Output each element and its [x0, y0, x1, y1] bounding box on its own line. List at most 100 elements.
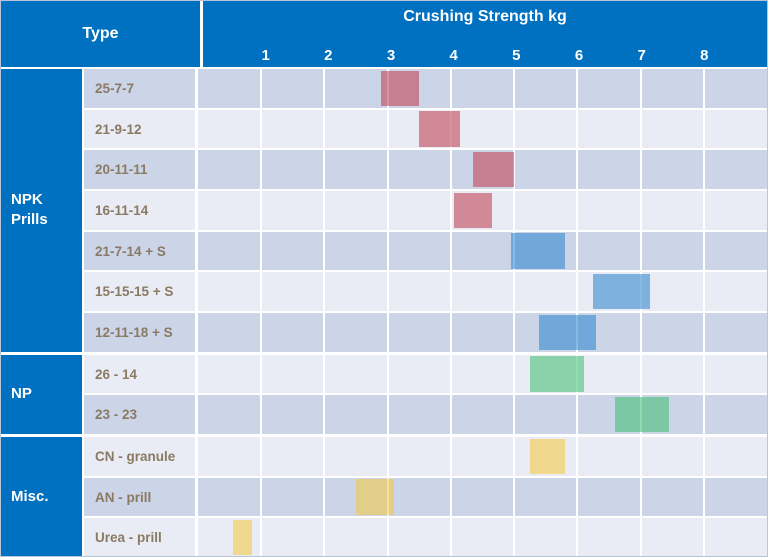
gridline: [513, 191, 516, 230]
group-label: NP: [1, 354, 84, 434]
group-label: NPK Prills: [1, 69, 84, 352]
table-row: 21-7-14 + S: [84, 229, 767, 271]
gridline: [639, 191, 642, 230]
row-label: 21-9-12: [84, 109, 198, 149]
range-bar: [232, 519, 252, 556]
gridline: [702, 437, 705, 476]
gridline: [576, 395, 579, 435]
gridline: [449, 437, 452, 476]
chart-cell: [198, 69, 767, 108]
gridline: [576, 272, 579, 312]
table-row: CN - granule: [84, 437, 767, 476]
chart-cell: [198, 272, 767, 312]
row-label: Urea - prill: [84, 518, 198, 556]
chart-cell: [198, 231, 767, 271]
chart-cell: [198, 437, 767, 476]
x-axis-tick-label: 8: [700, 47, 709, 64]
gridline: [449, 231, 452, 271]
gridline: [702, 518, 705, 556]
gridline: [576, 109, 579, 149]
gridline: [702, 231, 705, 271]
gridline: [449, 518, 452, 556]
gridline: [513, 313, 516, 352]
gridline: [639, 437, 642, 476]
table-row: 21-9-12: [84, 107, 767, 149]
gridline: [513, 272, 516, 312]
gridline: [386, 150, 389, 190]
row-label: 25-7-7: [84, 69, 198, 108]
gridline: [323, 313, 326, 352]
gridline: [323, 395, 326, 435]
gridline: [576, 69, 579, 108]
x-axis-tick-label: 1: [261, 47, 270, 64]
gridline: [513, 477, 516, 517]
gridline: [513, 437, 516, 476]
gridline: [323, 437, 326, 476]
range-bar: [593, 273, 651, 310]
gridline: [513, 395, 516, 435]
row-label: 20-11-11: [84, 150, 198, 190]
x-axis-tick-label: 4: [449, 47, 458, 64]
gridline: [702, 191, 705, 230]
gridline: [323, 109, 326, 149]
gridline: [386, 109, 389, 149]
gridline: [323, 477, 326, 517]
gridline: [702, 395, 705, 435]
gridline: [323, 354, 326, 394]
gridline: [576, 518, 579, 556]
table-row: Urea - prill: [84, 516, 767, 556]
gridline: [260, 313, 263, 352]
gridline: [323, 69, 326, 108]
row-label: AN - prill: [84, 477, 198, 517]
range-bar: [539, 314, 597, 351]
gridline: [513, 518, 516, 556]
chart-cell: [198, 518, 767, 556]
gridline: [639, 518, 642, 556]
gridline: [386, 272, 389, 312]
table-row: 15-15-15 + S: [84, 270, 767, 312]
row-label: 26 - 14: [84, 354, 198, 394]
gridline: [449, 191, 452, 230]
gridline: [449, 150, 452, 190]
gridline: [513, 109, 516, 149]
chart-cell: [198, 477, 767, 517]
gridline: [639, 477, 642, 517]
gridline: [260, 109, 263, 149]
chart-cell: [198, 150, 767, 190]
chart-header: Crushing Strength kg 1 2 3 4 5 6 7 8: [203, 1, 767, 67]
gridline: [702, 354, 705, 394]
gridline: [260, 272, 263, 312]
gridline: [576, 477, 579, 517]
gridline: [386, 395, 389, 435]
table-row: 26 - 14: [84, 354, 767, 394]
gridline: [449, 313, 452, 352]
gridline: [639, 69, 642, 108]
chart-body: NPK Prills 25-7-7 21-9-12 20-11-11 16-11-14 2…: [1, 69, 767, 556]
range-bar: [510, 233, 565, 269]
gridline: [260, 518, 263, 556]
gridline: [323, 272, 326, 312]
group-section: Misc. CN - granule AN - prill Urea - prill: [1, 434, 767, 556]
chart-cell: [198, 395, 767, 435]
gridline: [260, 477, 263, 517]
gridline: [449, 354, 452, 394]
gridline: [576, 437, 579, 476]
gridline: [449, 477, 452, 517]
gridline: [323, 191, 326, 230]
gridline: [386, 313, 389, 352]
group-rows: 26 - 14 23 - 23: [84, 354, 767, 435]
gridline: [576, 191, 579, 230]
gridline: [386, 354, 389, 394]
gridline: [260, 191, 263, 230]
gridline: [702, 109, 705, 149]
row-label: 15-15-15 + S: [84, 272, 198, 312]
row-label: 21-7-14 + S: [84, 231, 198, 271]
x-axis-tick-label: 3: [386, 47, 396, 64]
group-label: Misc.: [1, 437, 84, 556]
x-axis-tick-label: 2: [324, 47, 333, 64]
gridline: [260, 231, 263, 271]
gridline: [260, 354, 263, 394]
group-rows: CN - granule AN - prill Urea - prill: [84, 437, 767, 556]
chart-cell: [198, 191, 767, 230]
group-rows: 25-7-7 21-9-12 20-11-11 16-11-14 21-7-14 + S…: [84, 69, 767, 352]
